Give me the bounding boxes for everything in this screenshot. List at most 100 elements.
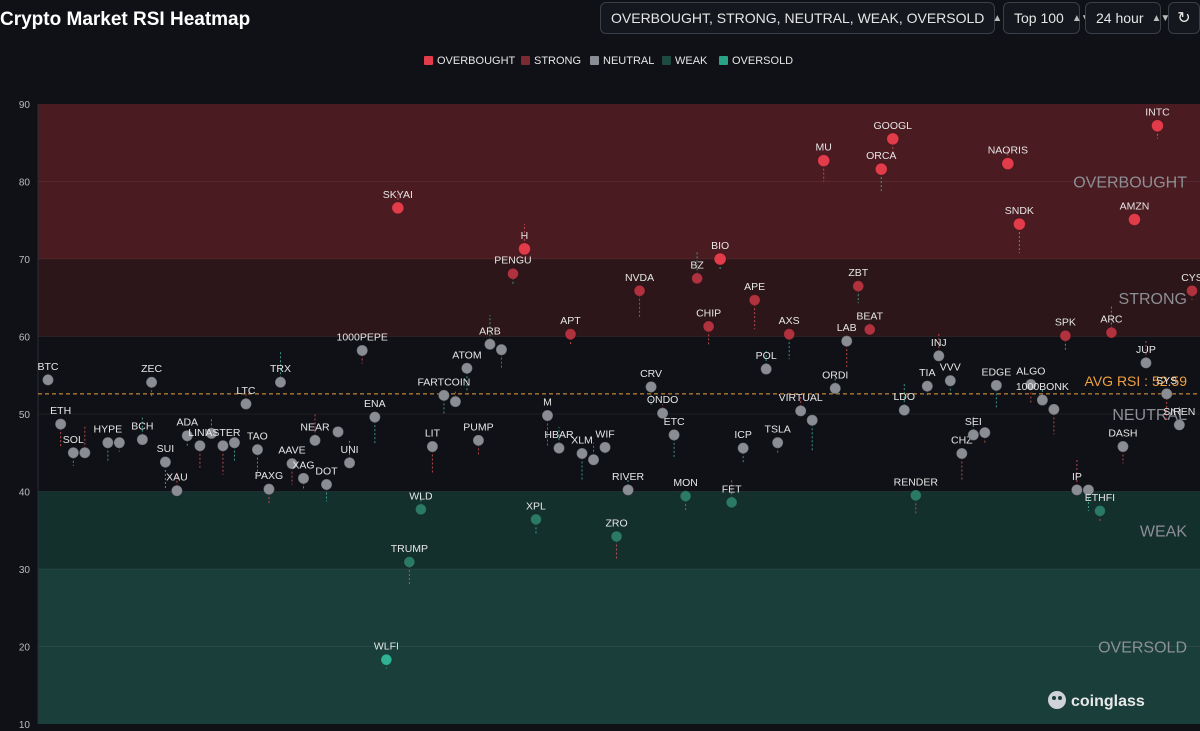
rsi-point-label: ARB (479, 325, 501, 337)
rsi-point (181, 429, 194, 442)
coinglass-logo-icon (1048, 691, 1066, 709)
rsi-point-label: POL (756, 350, 777, 362)
rsi-point-label: LAB (837, 322, 857, 334)
rsi-point-label: SUI (157, 443, 175, 455)
rsi-point (748, 294, 761, 307)
y-axis: 10 20 30 40 50 60 70 80 90 (19, 100, 1200, 731)
zone-label-weak: WEAK (1140, 523, 1187, 540)
rsi-point (564, 328, 577, 341)
rsi-point (426, 440, 439, 453)
y-tick-label: 10 (19, 720, 31, 731)
rsi-point (1139, 356, 1152, 369)
rsi-point-label: SPK (1055, 317, 1076, 329)
page-title: Crypto Market RSI Heatmap (0, 9, 251, 30)
rsi-point-label: ETHFI (1085, 492, 1115, 504)
rsi-point-label: ZBT (848, 267, 868, 279)
rsi-point (622, 483, 635, 496)
rsi-point (506, 267, 519, 280)
rsi-point (1093, 504, 1106, 517)
rsi-point-label: DOT (315, 466, 338, 478)
rsi-point-label: AAVE (278, 445, 305, 457)
rsi-point (136, 433, 149, 446)
watermark-text: coinglass (1071, 693, 1145, 710)
rsi-point-label: M (543, 397, 552, 409)
legend-swatch-oversold (719, 56, 728, 65)
rsi-point (967, 428, 980, 441)
rsi-point-label: H (521, 230, 529, 242)
rsi-point (840, 335, 853, 348)
rsi-point (54, 418, 67, 431)
rsi-point (725, 496, 738, 509)
rsi-point (679, 490, 692, 503)
rsi-point (691, 272, 704, 285)
rsi-point-label: BZ (690, 259, 704, 271)
rsi-point (42, 373, 54, 386)
rsi-point-label: BIO (711, 240, 729, 252)
zone-overbought (38, 104, 1200, 259)
rsi-point-label: TRUMP (391, 543, 428, 555)
rsi-point-label: EDGE (981, 366, 1011, 378)
rsi-point (228, 436, 241, 449)
rsi-point (783, 328, 796, 341)
rsi-point (320, 478, 333, 491)
rsi-point (449, 395, 462, 408)
rsi-point-label: TIA (919, 367, 935, 379)
rsi-point (1173, 418, 1186, 431)
y-tick-label: 60 (19, 333, 31, 344)
rsi-point-label: ONDO (647, 394, 679, 406)
avg-rsi-label: AVG RSI : 52.59 (1085, 373, 1188, 389)
rsi-point-label: HBAR (544, 429, 574, 441)
coinglass-watermark: coinglass (1048, 691, 1145, 710)
rsi-point (990, 379, 1003, 392)
rsi-point-label: CRV (640, 368, 662, 380)
rsi-point-label: UNI (340, 444, 358, 456)
rsi-point (343, 456, 356, 469)
rsi-point (205, 427, 218, 440)
rsi-point (414, 503, 427, 516)
rsi-point-label: SKYAI (383, 189, 413, 201)
rsi-point (599, 441, 612, 454)
rsi-point-label: 1000BONK (1016, 381, 1069, 393)
rsi-point-label: ORDI (822, 369, 848, 381)
rsi-filter-select[interactable]: OVERBOUGHT, STRONG, NEUTRAL, WEAK, OVERS… (600, 2, 1011, 34)
rsi-point-label: XPL (526, 500, 546, 512)
rsi-point-label: APT (560, 315, 581, 327)
rsi-point (1127, 212, 1141, 226)
rsi-point (460, 362, 473, 375)
refresh-button[interactable]: ↻ (1168, 2, 1200, 34)
rsi-point (863, 323, 876, 336)
rsi-point (113, 436, 126, 449)
rsi-point (1082, 483, 1095, 496)
rsi-point-label: SEI (965, 416, 982, 428)
timeframe-select[interactable]: 24 hour ▲▼ (1085, 2, 1170, 34)
rsi-point (78, 446, 91, 459)
legend-swatch-overbought (424, 56, 433, 65)
rsi-point-label: DASH (1108, 428, 1137, 440)
rsi-point-label: ETH (50, 405, 71, 417)
rsi-point (517, 242, 531, 256)
rsi-point (668, 428, 681, 441)
rsi-point (1186, 284, 1198, 297)
rsi-point (771, 436, 784, 449)
zone-label-overbought: OVERBOUGHT (1073, 175, 1187, 192)
legend-label-strong: STRONG (534, 55, 581, 67)
rsi-point (633, 284, 646, 297)
rsi-point (794, 404, 807, 417)
rsi-point (921, 380, 934, 393)
legend-label-weak: WEAK (675, 55, 708, 67)
rsi-point-label: ZEC (141, 363, 162, 375)
rsi-point (1024, 378, 1037, 391)
rsi-point (67, 446, 80, 459)
rsi-point (297, 472, 310, 485)
legend-swatch-weak (662, 56, 671, 65)
rsi-point-label: AMZN (1120, 200, 1150, 212)
rsi-point (944, 374, 957, 387)
rsi-point-label: ZRO (605, 517, 627, 529)
zone-weak (38, 491, 1200, 569)
rsi-point-label: ARC (1100, 314, 1123, 326)
chevron-updown-icon: ▲▼ (1071, 12, 1091, 24)
rsi-point (285, 457, 298, 470)
rsi-point-label: PAXG (255, 470, 283, 482)
rsi-point (909, 489, 922, 502)
top-select[interactable]: Top 100 ▲▼ (1003, 2, 1091, 34)
